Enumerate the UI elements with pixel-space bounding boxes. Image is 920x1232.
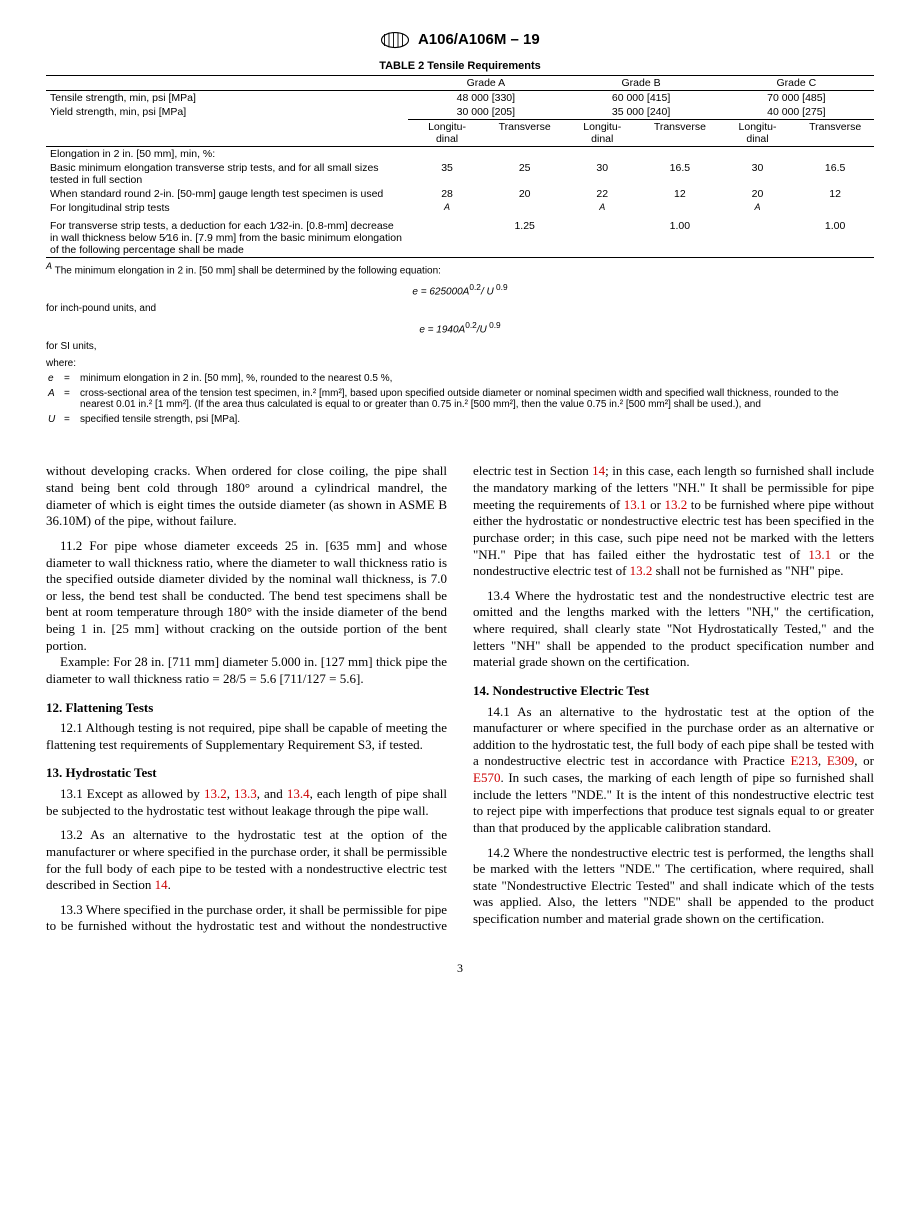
row-label: For longitudinal strip tests [46, 201, 408, 219]
body-columns: without developing cracks. When ordered … [46, 463, 874, 935]
page-number: 3 [46, 961, 874, 976]
cell [408, 219, 486, 258]
grade-header: Grade C [719, 76, 874, 91]
subhead: Longitu-dinal [408, 120, 486, 147]
body-paragraph: 13.1 Except as allowed by 13.2, 13.3, an… [46, 786, 447, 819]
cell: 30 [719, 161, 797, 187]
cell: A [754, 202, 760, 212]
cell: 40 000 [275] [719, 105, 874, 120]
cell: 16.5 [641, 161, 719, 187]
designation: A106/A106M – 19 [418, 31, 540, 48]
footnote-text: for SI units, [46, 341, 874, 352]
where-label: where: [46, 358, 874, 369]
cross-ref: 14 [592, 463, 605, 478]
tensile-table: Grade A Grade B Grade C Tensile strength… [46, 75, 874, 258]
footnote: A The minimum elongation in 2 in. [50 mm… [46, 261, 874, 276]
definitions-table: e=minimum elongation in 2 in. [50 mm], %… [46, 371, 874, 429]
equation-2: e = 1940A0.2/U 0.9 [46, 320, 874, 335]
cell: 30 000 [205] [408, 105, 563, 120]
row-label: For transverse strip tests, a deduction … [46, 219, 408, 258]
cell: 30 [563, 161, 641, 187]
section-heading: 13. Hydrostatic Test [46, 765, 447, 782]
cell [486, 201, 564, 219]
row-label: When standard round 2-in. [50-mm] gauge … [46, 187, 408, 201]
cross-ref: 13.1 [624, 497, 647, 512]
subhead: Transverse [486, 120, 564, 147]
cross-ref: 13.4 [287, 786, 310, 801]
cell: 60 000 [415] [563, 91, 718, 106]
row-label: Tensile strength, min, psi [MPa] [46, 91, 408, 106]
cell: 20 [486, 187, 564, 201]
cell [563, 219, 641, 258]
cross-ref: 13.2 [664, 497, 687, 512]
subhead: Longitu-dinal [563, 120, 641, 147]
cell: 25 [486, 161, 564, 187]
subhead: Longitu-dinal [719, 120, 797, 147]
cell: A [444, 202, 450, 212]
section-heading: 14. Nondestructive Electric Test [473, 683, 874, 700]
body-paragraph: Example: For 28 in. [711 mm] diameter 5.… [46, 654, 447, 687]
equation-1: e = 625000A0.2/ U 0.9 [46, 282, 874, 297]
cross-ref: 13.1 [808, 547, 831, 562]
cross-ref: 13.2 [630, 563, 653, 578]
cell: 1.00 [796, 219, 874, 258]
cell: 35 [408, 161, 486, 187]
body-paragraph: 12.1 Although testing is not required, p… [46, 720, 447, 753]
cross-ref: E309 [827, 753, 854, 768]
grade-header: Grade B [563, 76, 718, 91]
subhead: Transverse [641, 120, 719, 147]
row-label: Yield strength, min, psi [MPa] [46, 105, 408, 120]
document-header: A106/A106M – 19 [46, 30, 874, 50]
cell: 12 [641, 187, 719, 201]
cross-ref: E570 [473, 770, 500, 785]
footnote-text: for inch-pound units, and [46, 303, 874, 314]
cell [719, 219, 797, 258]
cross-ref: E213 [790, 753, 817, 768]
cell: 70 000 [485] [719, 91, 874, 106]
body-paragraph: 14.1 As an alternative to the hydrostati… [473, 704, 874, 837]
row-label: Basic minimum elongation transverse stri… [46, 161, 408, 187]
cell [641, 201, 719, 219]
body-paragraph: 13.2 As an alternative to the hydrostati… [46, 827, 447, 894]
cross-ref: 13.2 [204, 786, 227, 801]
cell: 16.5 [796, 161, 874, 187]
subhead: Transverse [796, 120, 874, 147]
body-paragraph: without developing cracks. When ordered … [46, 463, 447, 530]
cell: 28 [408, 187, 486, 201]
row-label: Elongation in 2 in. [50 mm], min, %: [46, 147, 408, 162]
cell: 35 000 [240] [563, 105, 718, 120]
cell [796, 201, 874, 219]
body-paragraph: 13.4 Where the hydrostatic test and the … [473, 588, 874, 671]
table-title: TABLE 2 Tensile Requirements [46, 60, 874, 72]
astm-logo-icon [380, 30, 410, 50]
cross-ref: 13.3 [234, 786, 257, 801]
cell: 12 [796, 187, 874, 201]
body-paragraph: 14.2 Where the nondestructive electric t… [473, 845, 874, 928]
cell: 1.25 [486, 219, 564, 258]
cell: 1.00 [641, 219, 719, 258]
footnote-marker: A [46, 261, 52, 271]
cell: 22 [563, 187, 641, 201]
cell: 20 [719, 187, 797, 201]
section-heading: 12. Flattening Tests [46, 700, 447, 717]
cell: 48 000 [330] [408, 91, 563, 106]
body-paragraph: 11.2 For pipe whose diameter exceeds 25 … [46, 538, 447, 654]
footnote-text: The minimum elongation in 2 in. [50 mm] … [55, 265, 441, 276]
cross-ref: 14 [155, 877, 168, 892]
grade-header: Grade A [408, 76, 563, 91]
cell: A [599, 202, 605, 212]
